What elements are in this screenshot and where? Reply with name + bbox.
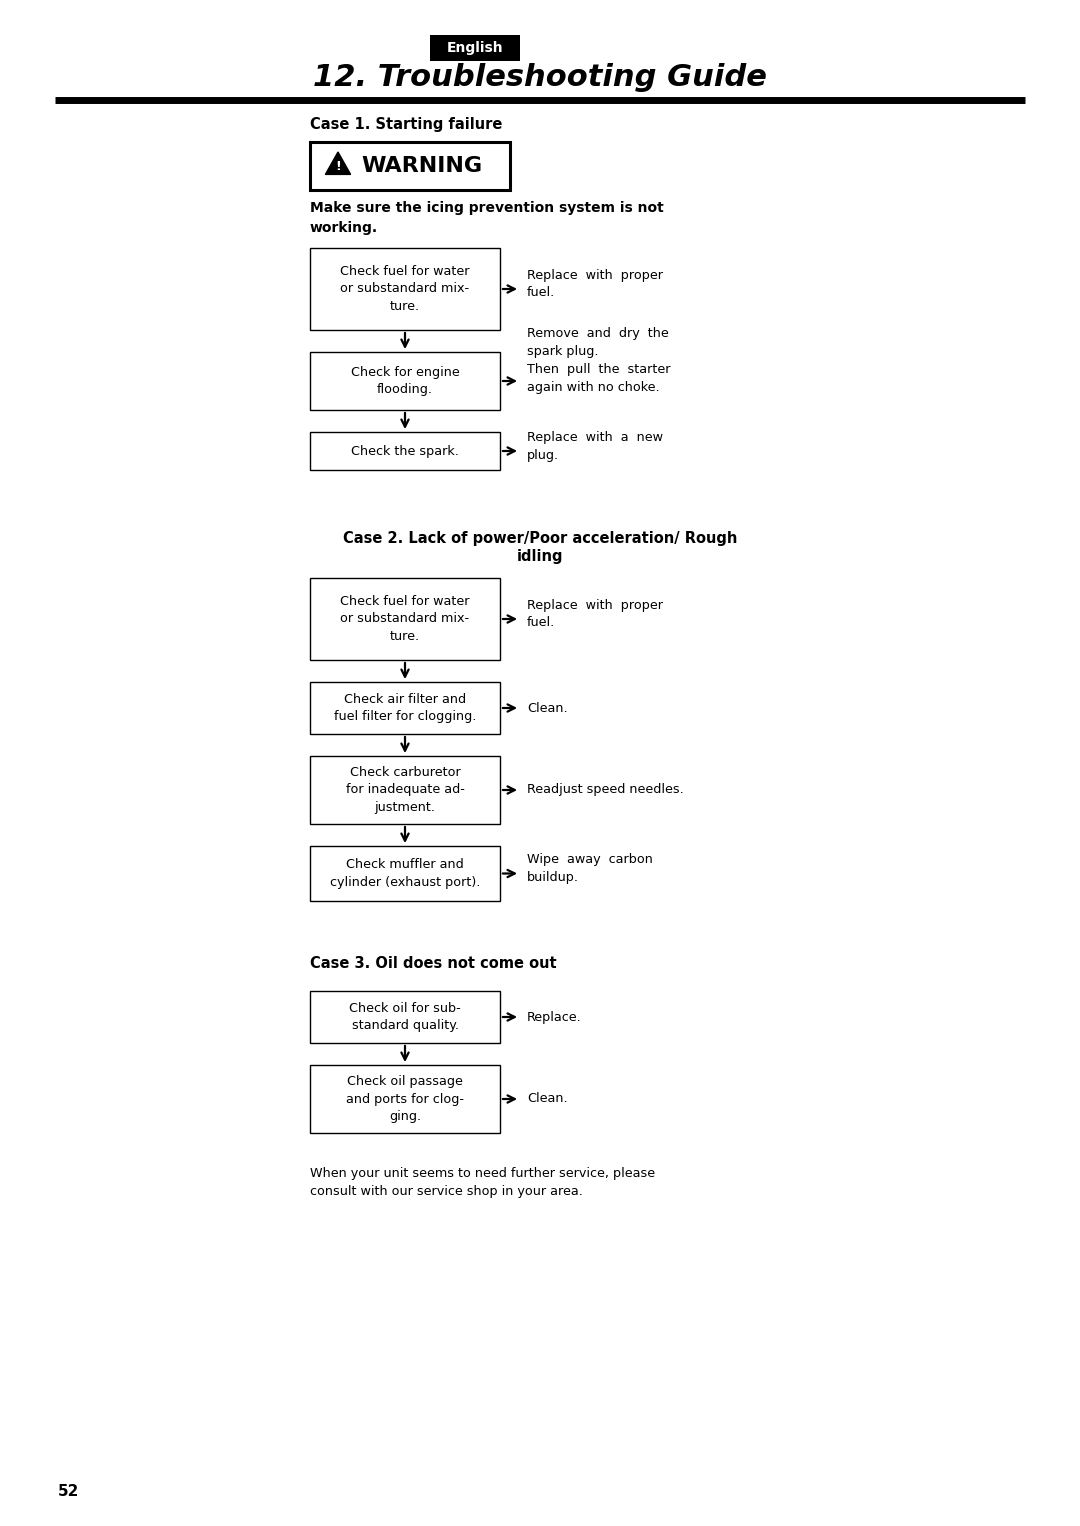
Text: Clean.: Clean. [527,702,568,714]
Text: consult with our service shop in your area.: consult with our service shop in your ar… [310,1184,583,1198]
Bar [310,990,500,1042]
Text: Check oil passage
and ports for clog-
ging.: Check oil passage and ports for clog- gi… [346,1074,464,1123]
Text: Check the spark.: Check the spark. [351,444,459,458]
Text: 52: 52 [58,1485,79,1500]
Bar [310,142,510,191]
Bar [310,432,500,470]
Bar [310,249,500,330]
Polygon shape [325,153,351,174]
Text: Replace  with  a  new
plug.: Replace with a new plug. [527,430,663,461]
Text: Check fuel for water
or substandard mix-
ture.: Check fuel for water or substandard mix-… [340,266,470,313]
Text: WARNING: WARNING [362,156,483,175]
Text: Readjust speed needles.: Readjust speed needles. [527,783,684,797]
Text: When your unit seems to need further service, please: When your unit seems to need further ser… [310,1166,656,1180]
Text: !: ! [335,160,341,174]
Bar [310,578,500,661]
Bar [310,755,500,824]
Text: Check air filter and
fuel filter for clogging.: Check air filter and fuel filter for clo… [334,693,476,723]
Text: Remove  and  dry  the
spark plug.
Then  pull  the  starter
again with no choke.: Remove and dry the spark plug. Then pull… [527,327,671,394]
Text: working.: working. [310,221,378,235]
Text: Case 2. Lack of power/Poor acceleration/ Rough: Case 2. Lack of power/Poor acceleration/… [342,531,738,545]
Text: Replace  with  proper
fuel.: Replace with proper fuel. [527,598,663,630]
Bar [310,845,500,900]
Text: Case 1. Starting failure: Case 1. Starting failure [310,118,502,133]
Text: Check for engine
flooding.: Check for engine flooding. [351,366,459,397]
Text: Wipe  away  carbon
buildup.: Wipe away carbon buildup. [527,853,653,884]
Text: idling: idling [516,548,564,563]
Text: Case 3. Oil does not come out: Case 3. Oil does not come out [310,955,556,971]
Text: Make sure the icing prevention system is not: Make sure the icing prevention system is… [310,201,664,215]
Text: Check fuel for water
or substandard mix-
ture.: Check fuel for water or substandard mix-… [340,595,470,642]
Text: Check oil for sub-
standard quality.: Check oil for sub- standard quality. [349,1001,461,1032]
Text: Replace  with  proper
fuel.: Replace with proper fuel. [527,269,663,299]
Bar [310,1065,500,1132]
Bar [430,35,519,61]
Text: Replace.: Replace. [527,1010,582,1024]
Text: 12. Troubleshooting Guide: 12. Troubleshooting Guide [313,64,767,93]
Text: Clean.: Clean. [527,1093,568,1105]
Text: Check carburetor
for inadequate ad-
justment.: Check carburetor for inadequate ad- just… [346,766,464,813]
Text: Check muffler and
cylinder (exhaust port).: Check muffler and cylinder (exhaust port… [329,858,481,888]
Bar [310,353,500,410]
Bar [310,682,500,734]
Text: English: English [447,41,503,55]
